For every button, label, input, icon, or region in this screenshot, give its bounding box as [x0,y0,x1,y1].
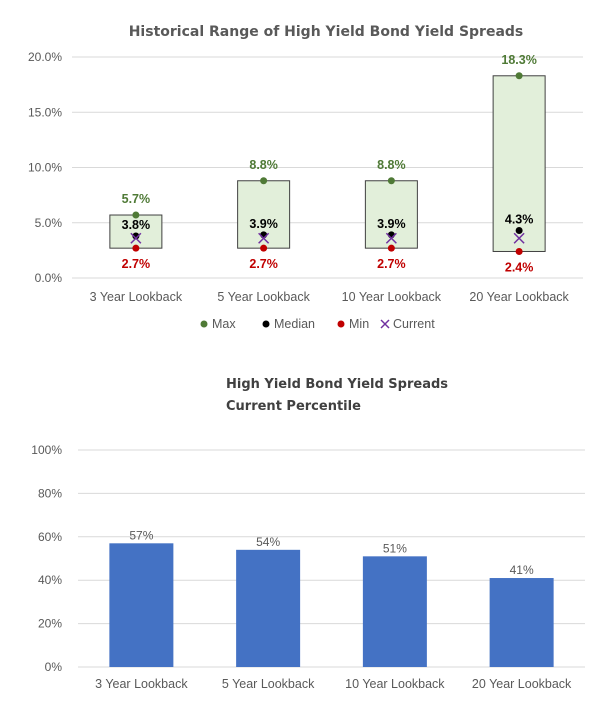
legend-label: Min [349,317,369,331]
x-tick-label: 10 Year Lookback [342,290,442,304]
legend-marker [337,320,345,328]
y-tick-label: 20% [38,617,62,631]
current-point [258,232,270,244]
bar [109,543,174,667]
max-point [515,72,523,80]
bar-value-label: 41% [510,563,534,577]
median-point [515,226,523,234]
min-point [260,244,268,252]
range-box [109,214,163,249]
min-point [132,244,140,252]
bar-value-label: 57% [129,528,153,542]
max-label: 8.8% [377,158,406,172]
y-tick-label: 40% [38,573,62,587]
x-tick-label: 10 Year Lookback [345,677,445,691]
min-label: 2.7% [249,257,278,271]
current-point [385,232,397,244]
y-tick-label: 15.0% [28,105,62,119]
max-point [132,211,140,219]
legend-label: Max [212,317,236,331]
median-point [132,232,140,240]
bar [489,578,554,667]
legend-marker [380,319,390,329]
y-tick-label: 80% [38,486,62,500]
legend-marker [262,320,270,328]
y-tick-label: 20.0% [28,50,62,64]
x-tick-label: 5 Year Lookback [217,290,310,304]
y-tick-label: 60% [38,530,62,544]
min-label: 2.7% [122,257,151,271]
max-point [260,177,268,185]
max-label: 8.8% [249,158,278,172]
bar [236,549,301,667]
chart-title: Historical Range of High Yield Bond Yiel… [129,24,524,40]
legend-label: Current [393,317,435,331]
min-label: 2.7% [377,257,406,271]
min-label: 2.4% [505,260,534,274]
max-label: 5.7% [122,192,151,206]
range-chart: Historical Range of High Yield Bond Yiel… [28,24,583,331]
legend-marker [200,320,208,328]
x-tick-label: 20 Year Lookback [472,677,572,691]
min-point [387,244,395,252]
current-point [513,232,525,244]
x-tick-label: 3 Year Lookback [90,290,183,304]
x-tick-label: 5 Year Lookback [222,677,315,691]
bar-value-label: 51% [383,541,407,555]
median-label: 4.3% [505,212,534,226]
bar [362,556,427,667]
chart-title: High Yield Bond Yield Spreads [226,377,448,392]
min-point [515,247,523,255]
current-point [130,232,142,244]
y-tick-label: 5.0% [35,216,63,230]
median-label: 3.8% [122,218,151,232]
median-label: 3.9% [377,217,406,231]
median-label: 3.9% [249,217,278,231]
y-tick-label: 0.0% [35,271,63,285]
y-tick-label: 100% [31,443,62,457]
y-tick-label: 10.0% [28,161,62,175]
percentile-bar-chart: High Yield Bond Yield Spreads Current Pe… [31,377,585,691]
y-tick-label: 0% [45,660,63,674]
chart-subtitle: Current Percentile [226,399,361,414]
max-label: 18.3% [501,53,536,67]
legend-label: Median [274,317,315,331]
max-point [387,177,395,185]
legend: Max Median Min Current [200,317,435,331]
x-tick-label: 3 Year Lookback [95,677,188,691]
bar-value-label: 54% [256,535,280,549]
x-tick-label: 20 Year Lookback [469,290,569,304]
